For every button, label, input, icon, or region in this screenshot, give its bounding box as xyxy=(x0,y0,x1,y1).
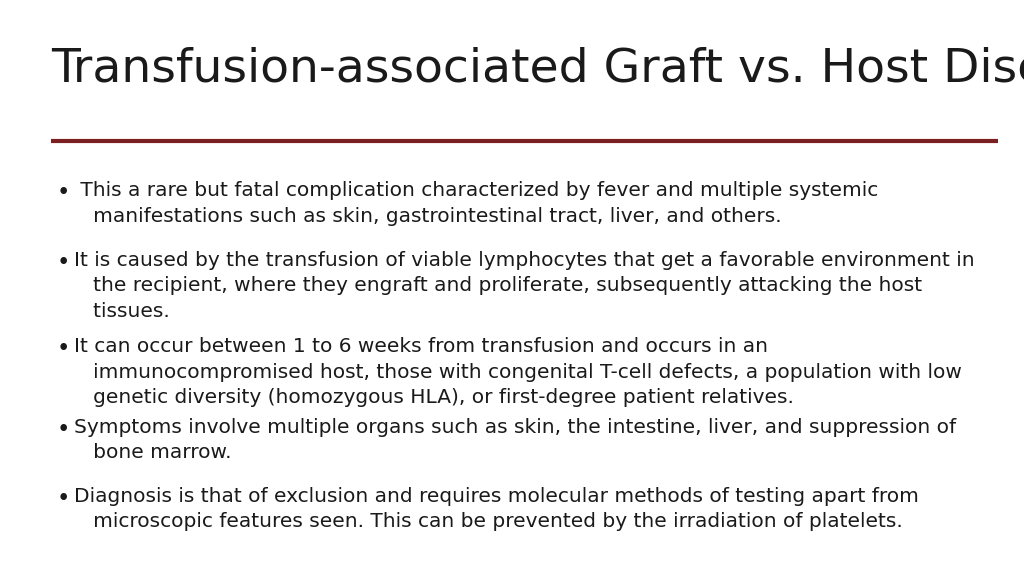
Text: Transfusion-associated Graft vs. Host Disease: Transfusion-associated Graft vs. Host Di… xyxy=(51,46,1024,91)
Text: This a rare but fatal complication characterized by fever and multiple systemic
: This a rare but fatal complication chara… xyxy=(74,181,878,226)
Text: Diagnosis is that of exclusion and requires molecular methods of testing apart f: Diagnosis is that of exclusion and requi… xyxy=(74,487,919,532)
Text: It can occur between 1 to 6 weeks from transfusion and occurs in an
   immunocom: It can occur between 1 to 6 weeks from t… xyxy=(74,337,962,407)
Text: It is caused by the transfusion of viable lymphocytes that get a favorable envir: It is caused by the transfusion of viabl… xyxy=(74,251,975,321)
Text: •: • xyxy=(56,337,70,360)
Text: •: • xyxy=(56,487,70,510)
Text: Symptoms involve multiple organs such as skin, the intestine, liver, and suppres: Symptoms involve multiple organs such as… xyxy=(74,418,955,463)
Text: •: • xyxy=(56,418,70,441)
Text: •: • xyxy=(56,181,70,204)
Text: •: • xyxy=(56,251,70,274)
